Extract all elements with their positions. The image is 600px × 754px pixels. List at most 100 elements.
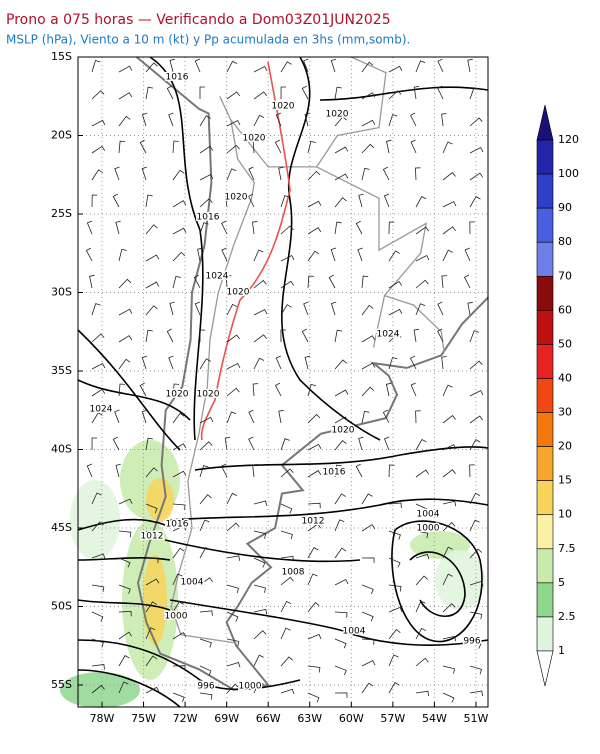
lon-label: 54W bbox=[422, 712, 447, 725]
wind-barb bbox=[361, 92, 376, 100]
wind-barb bbox=[469, 611, 483, 620]
isobar bbox=[391, 520, 483, 643]
colorbar-segment bbox=[536, 412, 554, 447]
wind-barb bbox=[91, 303, 101, 316]
colorbar-segment bbox=[536, 378, 554, 413]
colorbar-label: 50 bbox=[558, 337, 572, 350]
wind-barb bbox=[469, 464, 475, 478]
wind-barb bbox=[168, 355, 174, 370]
wind-barb bbox=[469, 665, 482, 675]
wind-barb bbox=[275, 355, 282, 370]
wind-barb bbox=[226, 584, 239, 594]
wind-barb bbox=[361, 611, 374, 622]
wind-barb bbox=[145, 503, 158, 514]
wind-barb bbox=[334, 359, 347, 370]
wind-barb bbox=[145, 281, 160, 289]
wind-barb bbox=[388, 654, 399, 667]
lat-label: 30S bbox=[51, 286, 72, 299]
colorbar-label: 10 bbox=[558, 508, 572, 521]
wind-barb bbox=[307, 602, 320, 613]
wind-barb bbox=[469, 196, 481, 208]
wind-barb bbox=[118, 631, 133, 640]
wind-barb bbox=[91, 437, 98, 451]
wind-barb bbox=[172, 200, 187, 208]
wind-barb bbox=[415, 530, 429, 539]
wind-barb bbox=[141, 355, 148, 370]
wind-barb bbox=[280, 438, 290, 451]
wind-barb bbox=[118, 278, 132, 289]
wind-barb bbox=[304, 355, 311, 370]
colorbar: 120 100 90 80 70 60 50 40 30 20 15 10 7.5 5 2.5 1 bbox=[536, 104, 579, 687]
colorbar-label: 7.5 bbox=[558, 542, 576, 555]
wind-barb bbox=[334, 221, 342, 235]
wind-barb bbox=[361, 61, 374, 73]
wind-barb bbox=[307, 413, 321, 424]
wind-barb bbox=[410, 112, 417, 127]
isobar-label: 1024 bbox=[90, 405, 113, 415]
wind-barb bbox=[118, 140, 126, 154]
wind-barb bbox=[410, 139, 417, 154]
lon-label: 57W bbox=[380, 712, 405, 725]
wind-barb bbox=[361, 275, 369, 289]
precip-area bbox=[435, 550, 485, 610]
wind-barb bbox=[141, 166, 148, 181]
wind-barb bbox=[85, 247, 93, 262]
wind-barb bbox=[172, 631, 187, 640]
wind-barb bbox=[118, 584, 131, 594]
colorbar-label: 120 bbox=[558, 133, 579, 146]
colorbar-segment bbox=[536, 616, 554, 652]
wind-barb bbox=[280, 503, 293, 514]
wind-barb bbox=[415, 575, 428, 586]
wind-barb bbox=[172, 412, 185, 424]
wind-barb bbox=[361, 524, 376, 532]
wind-barb bbox=[199, 441, 213, 451]
wind-barb bbox=[442, 469, 456, 478]
coastline bbox=[135, 56, 490, 691]
wind-barb bbox=[226, 638, 240, 647]
wind-barb bbox=[437, 301, 444, 316]
colorbar-label: 100 bbox=[558, 167, 579, 180]
wind-barb bbox=[280, 86, 287, 100]
wind-barb bbox=[415, 627, 427, 640]
wind-barb bbox=[413, 328, 420, 343]
wind-barb bbox=[388, 357, 398, 370]
wind-barb bbox=[442, 141, 453, 154]
colorbar-label: 70 bbox=[558, 269, 572, 282]
wind-barb bbox=[145, 467, 158, 478]
wind-barb bbox=[172, 525, 187, 532]
wind-barb bbox=[172, 601, 184, 613]
wind-barb bbox=[388, 114, 398, 127]
wind-barb bbox=[226, 411, 237, 424]
wind-barb bbox=[225, 275, 232, 289]
isobar-label: 1020 bbox=[332, 426, 355, 436]
lon-label: 63W bbox=[297, 712, 322, 725]
wind-barb bbox=[253, 584, 267, 593]
isobar bbox=[169, 599, 489, 646]
wind-barb bbox=[91, 584, 105, 592]
wind-barb bbox=[274, 382, 282, 397]
wind-barb bbox=[172, 573, 183, 586]
wind-barb bbox=[303, 301, 309, 316]
wind-barb bbox=[469, 492, 481, 505]
wind-barb bbox=[414, 167, 421, 181]
wind-barb bbox=[221, 220, 228, 235]
wind-barb bbox=[307, 227, 322, 235]
colorbar-segment bbox=[536, 446, 554, 481]
wind-barb bbox=[469, 638, 482, 649]
wind-barb bbox=[118, 248, 127, 262]
map bbox=[60, 56, 490, 708]
isobar-label: 1004 bbox=[417, 510, 440, 520]
isobar-label: 1020 bbox=[225, 193, 248, 203]
wind-barb bbox=[382, 409, 390, 424]
wind-barb bbox=[361, 335, 376, 343]
wind-barb bbox=[437, 85, 444, 100]
wind-barb bbox=[226, 662, 241, 668]
wind-barb bbox=[226, 60, 238, 73]
wind-barb bbox=[307, 633, 322, 640]
wind-barb bbox=[361, 304, 374, 316]
wind-barb bbox=[145, 224, 158, 235]
isobar-label: 1004 bbox=[181, 578, 204, 588]
wind-barb bbox=[91, 145, 106, 154]
isobar-label: 1020 bbox=[197, 390, 220, 400]
wind-barb bbox=[248, 436, 255, 451]
